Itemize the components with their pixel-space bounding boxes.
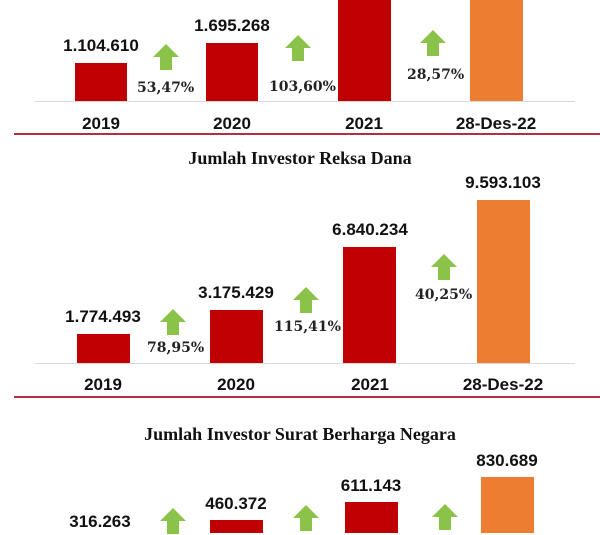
growth-arrow-icon [160,309,186,335]
value-label-2019: 1.104.610 [63,36,139,55]
bar-28-des-22 [477,200,530,363]
section-divider [14,396,600,398]
x-label-2021: 2021 [351,375,389,394]
growth-arrow-icon [293,287,319,313]
growth-arrow-icon [432,504,458,530]
bar-2021 [343,247,396,363]
x-axis-line [35,363,575,364]
x-label-28-des-22: 28-Des-22 [462,375,544,394]
value-label-2020: 3.175.429 [198,283,274,302]
value-label-2019: 316.263 [69,512,131,531]
value-label-2020: 460.372 [205,494,267,513]
bar-2020 [206,43,258,101]
x-label-2020: 2020 [213,114,251,133]
section-divider [14,133,600,135]
bar-28-des-22 [481,477,534,533]
growth-arrow-icon [431,254,457,280]
growth-label-2021-2022: 40,25% [415,287,473,303]
bar-2020 [210,520,263,533]
bar-2019 [77,334,130,363]
growth-label-2020-2021: 115,41% [274,319,341,335]
x-label-28-des-22: 28-Des-22 [455,114,537,133]
x-label-2021: 2021 [345,114,383,133]
growth-arrow-icon [160,508,186,534]
x-axis-line [35,101,575,102]
growth-arrow-icon [285,35,311,61]
value-label-2021: 6.840.234 [332,220,408,239]
growth-arrow-icon [153,44,179,70]
value-label-2019: 1.774.493 [65,307,141,326]
chart-title: Jumlah Investor Surat Berharga Negara [144,424,456,444]
bar-2021 [338,0,391,101]
chart-title: Jumlah Investor Reksa Dana [188,148,412,168]
x-label-2019: 2019 [84,375,122,394]
growth-label-2020-2021: 103,60% [269,79,336,95]
value-label-2021: 611.143 [340,476,402,495]
bar-2021 [345,502,398,533]
value-label-28-des-22: 9.593.103 [465,173,541,192]
x-label-2019: 2019 [82,114,120,133]
bar-2020 [210,310,263,363]
growth-label-2019-2020: 53,47% [137,80,195,96]
growth-arrow-icon [293,505,319,531]
value-label-2020: 1.695.268 [194,16,270,35]
growth-label-2021-2022: 28,57% [407,67,465,83]
bar-28-des-22 [470,0,523,101]
growth-label-2019-2020: 78,95% [147,340,205,356]
growth-arrow-icon [420,30,446,56]
x-label-2020: 2020 [217,375,255,394]
bar-2019 [75,63,127,101]
value-label-28-des-22: 830.689 [476,451,538,470]
